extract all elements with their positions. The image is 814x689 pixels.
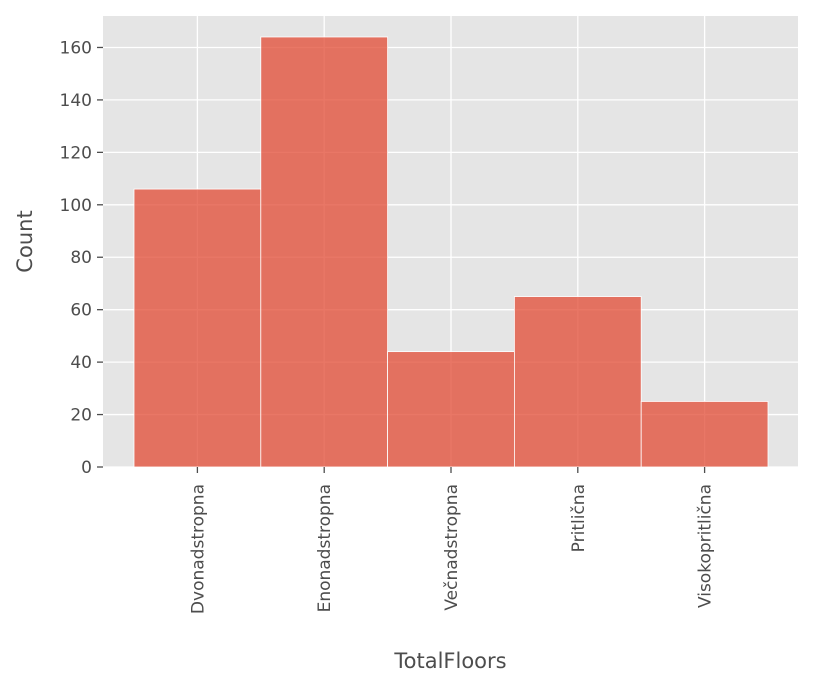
y-tick-label-100: 100 xyxy=(60,196,92,216)
bar-3 xyxy=(387,351,515,468)
x-tick-label-2: Enonadstropna xyxy=(315,484,335,612)
y-tick-label-40: 40 xyxy=(70,353,92,373)
y-axis-label: Count xyxy=(13,210,37,272)
bar-5 xyxy=(640,401,769,468)
x-axis: Dvonadstropna Enonadstropna Večnadstropna P… xyxy=(188,467,716,614)
bar-4 xyxy=(514,296,642,468)
y-tick-label-120: 120 xyxy=(60,143,92,163)
y-tick-label-160: 160 xyxy=(60,38,92,58)
x-axis-label: TotalFloors xyxy=(393,649,506,673)
y-tick-label-0: 0 xyxy=(81,458,92,478)
y-tick-label-80: 80 xyxy=(70,248,92,268)
bars xyxy=(133,36,769,468)
x-tick-label-5: Visokopritlična xyxy=(696,484,716,608)
y-tick-label-20: 20 xyxy=(70,406,92,426)
x-tick-label-4: Pritlična xyxy=(569,484,589,552)
x-tick-label-3: Večnadstropna xyxy=(442,484,462,611)
bar-2 xyxy=(260,36,388,468)
y-axis: 0 20 40 60 80 100 120 140 160 xyxy=(60,38,103,478)
x-tick-label-1: Dvonadstropna xyxy=(188,484,208,614)
y-tick-label-60: 60 xyxy=(70,301,92,321)
bar-1 xyxy=(133,188,262,468)
y-tick-label-140: 140 xyxy=(60,91,92,111)
